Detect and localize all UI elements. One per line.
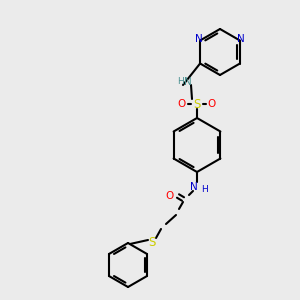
Text: N: N <box>190 182 198 192</box>
Text: O: O <box>178 99 186 109</box>
Text: N: N <box>195 34 203 44</box>
Text: N: N <box>237 34 245 44</box>
Text: N: N <box>184 77 192 87</box>
Text: H: H <box>178 77 184 86</box>
Text: H: H <box>202 184 208 194</box>
Text: O: O <box>166 191 174 201</box>
Text: S: S <box>148 236 156 248</box>
Text: S: S <box>193 98 201 110</box>
Text: O: O <box>208 99 216 109</box>
